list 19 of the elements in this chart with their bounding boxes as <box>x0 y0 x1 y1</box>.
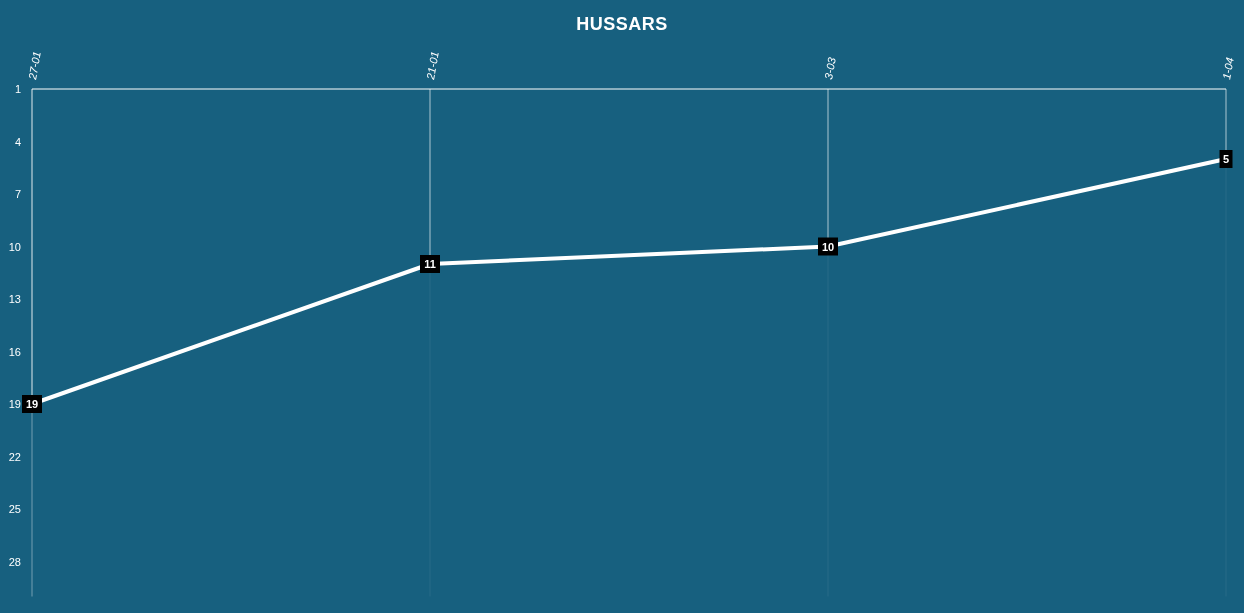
y-tick-label: 16 <box>8 345 21 358</box>
y-tick-label: 25 <box>8 503 21 515</box>
x-tick-label: 3-03 <box>822 55 838 81</box>
x-tick-label: 27-01 <box>25 50 43 82</box>
y-tick-label: 1 <box>14 83 21 95</box>
chart-title: HUSSARS <box>576 14 668 34</box>
y-tick-label: 13 <box>8 293 21 305</box>
data-label: 19 <box>25 398 39 410</box>
y-tick-label: 10 <box>8 240 21 253</box>
y-tick-label: 22 <box>8 450 21 463</box>
y-tick-label: 19 <box>8 398 21 410</box>
x-tick-label: 1-04 <box>1220 56 1236 81</box>
data-label: 11 <box>424 258 436 270</box>
data-label: 10 <box>821 240 835 253</box>
x-tick-label: 21-01 <box>423 50 441 82</box>
y-tick-label: 7 <box>14 188 21 200</box>
data-label: 5 <box>1222 153 1230 165</box>
y-tick-label: 28 <box>8 555 21 568</box>
y-tick-label: 4 <box>14 135 21 148</box>
